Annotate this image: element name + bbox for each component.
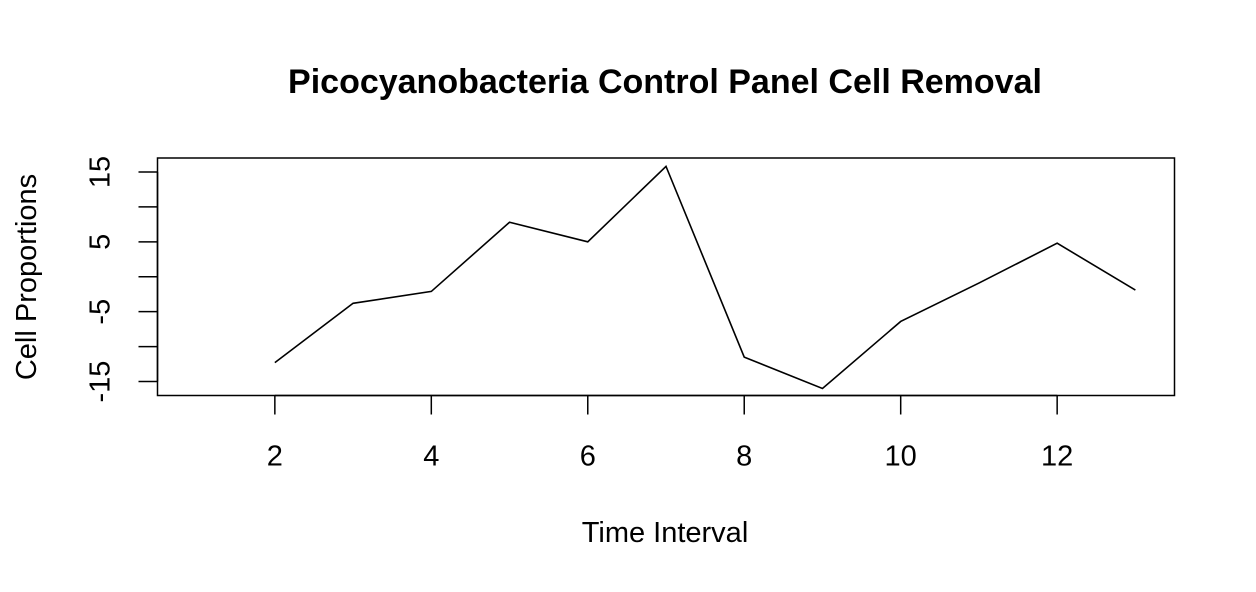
x-axis-label: Time Interval <box>582 517 749 549</box>
x-tick-label: 12 <box>1041 441 1073 473</box>
x-tick-label: 10 <box>885 441 917 473</box>
y-tick-label: -15 <box>85 361 117 403</box>
y-tick-label: -5 <box>85 299 117 325</box>
y-axis: -15 -5 5 15 <box>85 156 159 403</box>
x-tick-label: 4 <box>423 441 439 473</box>
series-line <box>274 164 1136 390</box>
chart-title: Picocyanobacteria Control Panel Cell Rem… <box>288 63 1042 101</box>
x-tick-label: 8 <box>736 441 752 473</box>
x-tick-label: 2 <box>267 441 283 473</box>
x-tick-label: 6 <box>580 441 596 473</box>
plot-frame <box>156 157 1176 397</box>
y-axis-label: Cell Proportions <box>11 174 43 380</box>
y-tick-label: 15 <box>85 156 117 188</box>
series-group <box>274 164 1136 390</box>
y-tick-label: 5 <box>85 234 117 250</box>
x-axis: 2 4 6 8 10 12 <box>267 394 1073 473</box>
